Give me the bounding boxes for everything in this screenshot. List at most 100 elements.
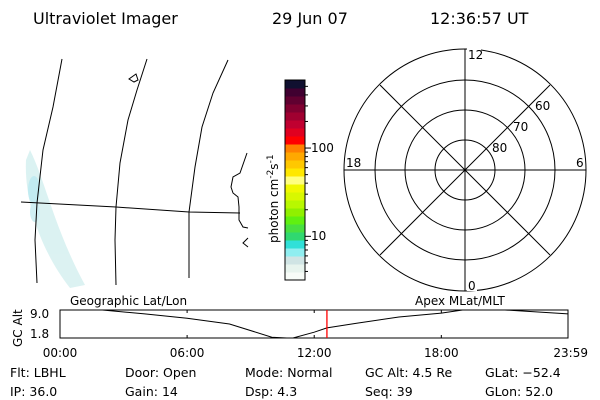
colorbar-segment (285, 216, 305, 225)
apex-title: Apex MLat/MLT (415, 294, 505, 308)
info-field: Dsp: 4.3 (245, 384, 297, 399)
meridian-line (188, 59, 229, 278)
altitude-timeline: Geographic Lat/Lon Apex MLat/MLT GC Alt … (11, 294, 588, 360)
lat-label-80: 80 (492, 141, 507, 155)
coastline (242, 237, 249, 248)
altitude-curve (60, 309, 569, 339)
colorbar-segment (285, 152, 305, 161)
info-value: 4.5 Re (413, 365, 453, 380)
colorbar-segment (285, 168, 305, 177)
info-value: 52.0 (525, 384, 553, 399)
parallel-line (20, 201, 241, 214)
colorbar-segment (285, 256, 305, 265)
info-label: Flt: (10, 365, 34, 380)
polar-mlat-mlt-grid (343, 48, 587, 292)
geographic-map (20, 58, 249, 288)
info-label: Seq: (365, 384, 397, 399)
mlt-label-6: 6 (576, 156, 584, 170)
colorbar-segment (285, 128, 305, 137)
y-tick-label-min: 1.8 (30, 327, 49, 341)
date: 29 Jun 07 (272, 9, 348, 28)
info-field: GC Alt: 4.5 Re (365, 365, 452, 380)
coastline (230, 152, 249, 229)
mlt-label-12: 12 (468, 48, 483, 62)
colorbar-unit-label: photon cm-2s-1 (266, 154, 281, 243)
lat-label-60: 60 (535, 99, 550, 113)
info-label: Dsp: (245, 384, 277, 399)
colorbar-segment (285, 200, 305, 209)
mlt-line-diagonal (379, 84, 551, 256)
polar-labels: 12 18 6 0 80 70 60 (346, 48, 584, 293)
info-label: GLat: (485, 365, 522, 380)
x-tick-label: 18:00 (424, 346, 459, 360)
info-value: 36.0 (29, 384, 57, 399)
mlt-label-0: 0 (468, 279, 476, 293)
lat-label-70: 70 (513, 120, 528, 134)
info-value: Open (163, 365, 196, 380)
colorbar-segment (285, 120, 305, 129)
meridian-line (34, 58, 63, 284)
time: 12:36:57 UT (430, 9, 529, 28)
colorbar-segment (285, 112, 305, 121)
colorbar-segment (285, 264, 305, 273)
colorbar-segment (285, 208, 305, 217)
info-value: Normal (287, 365, 332, 380)
info-label: Door: (125, 365, 163, 380)
colorbar-segment (285, 136, 305, 145)
colorbar-tick-label-10: 10 (311, 229, 326, 243)
colorbar: 100 10 photon cm-2s-1 (266, 79, 334, 281)
island-outline (128, 73, 139, 83)
info-label: IP: (10, 384, 29, 399)
geographic-title: Geographic Lat/Lon (70, 294, 187, 308)
info-label: Gain: (125, 384, 162, 399)
x-tick-label: 12:00 (297, 346, 332, 360)
colorbar-segment (285, 160, 305, 169)
info-label: Mode: (245, 365, 287, 380)
info-field: Flt: LBHL (10, 365, 66, 380)
info-value: 39 (397, 384, 413, 399)
colorbar-segment (285, 232, 305, 241)
info-field: GLat: −52.4 (485, 365, 561, 380)
aurora-bright-spot (30, 202, 40, 222)
colorbar-tick-label-100: 100 (311, 141, 334, 155)
info-value: 14 (162, 384, 178, 399)
info-field: GLon: 52.0 (485, 384, 553, 399)
x-tick-label: 06:00 (170, 346, 205, 360)
info-field: IP: 36.0 (10, 384, 57, 399)
colorbar-frame (284, 79, 306, 281)
info-field: Mode: Normal (245, 365, 332, 380)
colorbar-segment (285, 272, 305, 281)
colorbar-segment (285, 104, 305, 113)
colorbar-segment (285, 176, 305, 185)
info-value: −52.4 (522, 365, 560, 380)
x-tick-label: 00:00 (43, 346, 78, 360)
colorbar-segment (285, 80, 305, 89)
y-axis-label: GC Alt (11, 309, 25, 347)
aurora-bright-spot (28, 176, 40, 204)
info-field: Door: Open (125, 365, 196, 380)
colorbar-segment (285, 96, 305, 105)
mlt-label-18: 18 (346, 156, 361, 170)
info-value: LBHL (34, 365, 66, 380)
colorbar-segment (285, 248, 305, 257)
info-label: GC Alt: (365, 365, 413, 380)
timeline-frame (59, 309, 569, 339)
aurora-band (25, 150, 85, 288)
colorbar-segment (285, 224, 305, 233)
info-field: Gain: 14 (125, 384, 178, 399)
title: Ultraviolet Imager (33, 9, 178, 28)
colorbar-segment (285, 240, 305, 249)
y-tick-label-max: 9.0 (30, 307, 49, 321)
colorbar-segment (285, 192, 305, 201)
colorbar-segment (285, 88, 305, 97)
colorbar-segment (285, 144, 305, 153)
x-tick-label: 23:59 (553, 346, 588, 360)
info-label: GLon: (485, 384, 525, 399)
aurora-emission (25, 150, 85, 288)
info-field: Seq: 39 (365, 384, 413, 399)
colorbar-segment (285, 184, 305, 193)
info-value: 4.3 (277, 384, 297, 399)
meridian-line (114, 58, 148, 286)
